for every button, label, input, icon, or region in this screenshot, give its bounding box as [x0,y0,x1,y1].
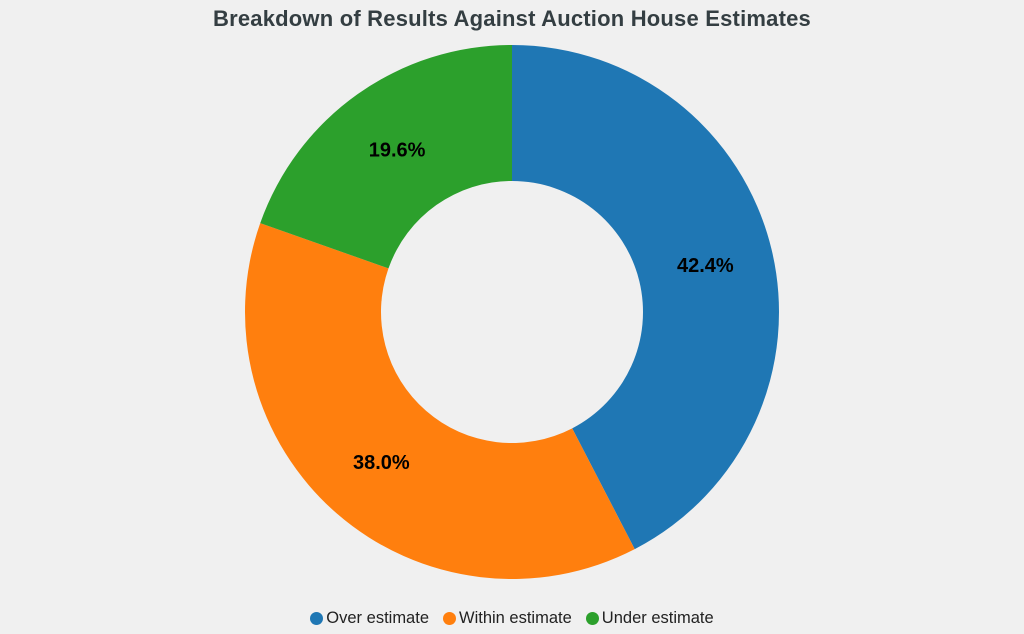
slice-within-estimate[interactable] [244,223,635,580]
slice-over-estimate[interactable] [512,45,780,550]
legend-item-over-estimate[interactable]: Over estimate [310,609,429,628]
legend-marker-icon [585,612,599,625]
legend-marker-icon [443,612,456,625]
legend-item-within-estimate[interactable]: Within estimate [443,609,572,628]
chart-title: Breakdown of Results Against Auction Hou… [213,6,811,31]
slice-label-within-estimate: 38.0% [353,452,410,474]
legend-label: Within estimate [459,609,572,627]
legend-label: Under estimate [601,609,714,627]
slice-label-under-estimate: 19.6% [369,140,426,162]
legend-label: Over estimate [326,609,429,627]
legend-marker-icon [310,612,324,625]
slice-under-estimate[interactable] [260,44,512,269]
legend-item-under-estimate[interactable]: Under estimate [585,609,714,628]
slice-label-over-estimate: 42.4% [677,255,734,277]
legend: Over estimate Within estimate Under estima… [0,609,1024,628]
